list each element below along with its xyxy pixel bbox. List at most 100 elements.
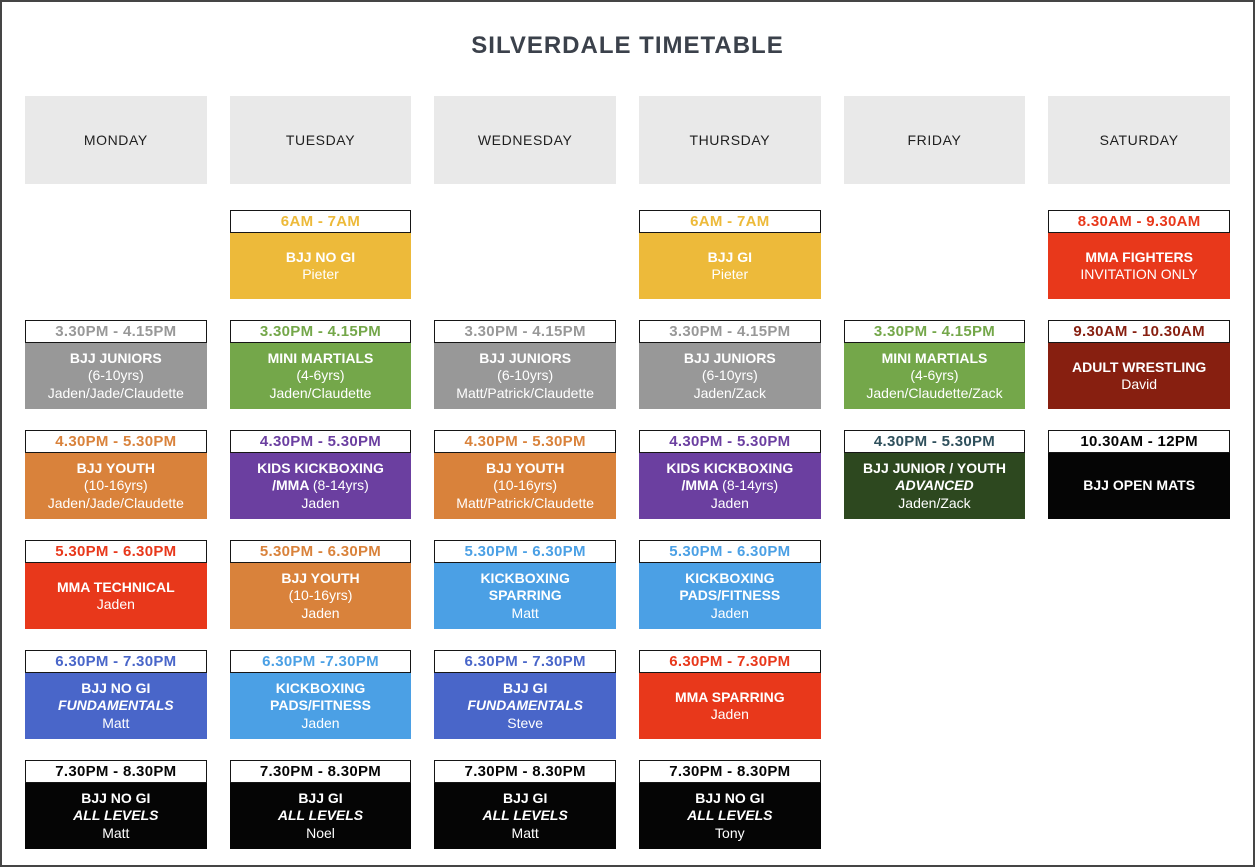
- day-header-friday: FRIDAY: [843, 96, 1026, 184]
- class-slot: 3.30PM - 4.15PM BJJ JUNIORS (6-10yrs) Jaden…: [639, 320, 821, 409]
- class-body: MINI MARTIALS (4-6yrs) Jaden/Claudette/Zac…: [843, 343, 1026, 409]
- class-name-line: BJJ NO GI: [285, 248, 356, 265]
- class-text-line: (6-10yrs): [87, 367, 144, 384]
- class-name-line: KIDS KICKBOXING: [666, 459, 794, 476]
- class-name-line: PADS/FITNESS: [679, 587, 781, 604]
- day-header-wednesday: WEDNESDAY: [434, 96, 616, 184]
- empty-slot: [1048, 540, 1230, 629]
- class-body: ADULT WRESTLING David: [1048, 343, 1230, 409]
- class-time-label: 7.30PM - 8.30PM: [639, 760, 821, 783]
- class-time-label: 9.30AM - 10.30AM: [1048, 320, 1230, 343]
- class-text-segment: (8-14yrs): [312, 477, 369, 494]
- class-text-line: Jaden/Claudette/Zack: [866, 384, 1003, 401]
- class-time-label: 3.30PM - 4.15PM: [25, 320, 207, 343]
- class-slot: 7.30PM - 8.30PM BJJ GI ALL LEVELS Matt: [434, 760, 616, 849]
- class-text-line: Jaden/Jade/Claudette: [47, 384, 184, 401]
- class-name-line: SPARRING: [488, 587, 562, 604]
- class-time-label: 3.30PM - 4.15PM: [434, 320, 616, 343]
- class-text-line: Matt: [102, 824, 130, 841]
- class-time-label: 6.30PM - 7.30PM: [25, 650, 207, 673]
- class-time-label: 6AM - 7AM: [639, 210, 821, 233]
- class-slot: 7.30PM - 8.30PM BJJ NO GI ALL LEVELS Tony: [639, 760, 821, 849]
- class-slot: 3.30PM - 4.15PM MINI MARTIALS (4-6yrs) Jade…: [229, 320, 412, 409]
- class-name-line: BJJ GI: [298, 789, 343, 806]
- class-body: BJJ JUNIOR / YOUTH ADVANCED Jaden/Zack: [843, 453, 1026, 519]
- empty-slot: [25, 210, 207, 299]
- class-body: MMA SPARRING Jaden: [639, 673, 821, 739]
- class-name-line: KICKBOXING: [480, 569, 570, 586]
- class-block: 3.30PM - 4.15PM BJJ JUNIORS (6-10yrs) Jaden…: [639, 320, 821, 409]
- empty-slot: [844, 540, 1026, 629]
- class-time-label: 6.30PM - 7.30PM: [639, 650, 821, 673]
- class-name-line: BJJ NO GI: [81, 789, 151, 806]
- class-block: 6.30PM -7.30PM KICKBOXING PADS/FITNESS Jade…: [229, 650, 412, 739]
- class-time-label: 4.30PM - 5.30PM: [434, 430, 616, 453]
- class-block: 4.30PM - 5.30PM BJJ YOUTH (10-16yrs) Jaden/…: [25, 430, 207, 519]
- class-slot: 5.30PM - 6.30PM KICKBOXING PADS/FITNESS Jad…: [639, 540, 821, 629]
- class-time-label: 4.30PM - 5.30PM: [639, 430, 821, 453]
- class-level-line: FUNDAMENTALS: [467, 697, 583, 714]
- class-body: KICKBOXING SPARRING Matt: [434, 563, 616, 629]
- class-text-line: /MMA (8-14yrs): [272, 477, 369, 495]
- class-text-line: Matt: [511, 824, 539, 841]
- page-title: SILVERDALE TIMETABLE: [471, 32, 784, 59]
- class-block: 6.30PM - 7.30PM BJJ NO GI FUNDAMENTALS Matt: [25, 650, 207, 739]
- class-time-label: 8.30AM - 9.30AM: [1048, 210, 1230, 233]
- class-slot: 7.30PM - 8.30PM BJJ NO GI ALL LEVELS Matt: [25, 760, 207, 849]
- class-text-line: David: [1121, 376, 1158, 392]
- class-time-label: 7.30PM - 8.30PM: [229, 760, 412, 783]
- class-block: 5.30PM - 6.30PM MMA TECHNICAL Jaden: [25, 540, 207, 629]
- class-name-segment: /MMA: [272, 477, 313, 494]
- class-name-line: BJJ GI: [502, 789, 548, 806]
- class-text-line: (6-10yrs): [701, 367, 758, 384]
- class-name-line: MMA SPARRING: [674, 688, 785, 705]
- class-body: MMA FIGHTERS INVITATION ONLY: [1048, 233, 1230, 299]
- class-slot: 6.30PM - 7.30PM BJJ NO GI FUNDAMENTALS Matt: [25, 650, 207, 739]
- class-text-line: /MMA (8-14yrs): [681, 477, 778, 495]
- class-time-label: 3.30PM - 4.15PM: [639, 320, 821, 343]
- class-body: BJJ YOUTH (10-16yrs) Jaden/Jade/Claudette: [25, 453, 207, 519]
- class-slot: 4.30PM - 5.30PM BJJ JUNIOR / YOUTH ADVANCE…: [843, 430, 1026, 519]
- class-text-line: Jaden: [710, 494, 749, 511]
- class-text-line: Jaden/Zack: [693, 384, 767, 401]
- class-name-line: KIDS KICKBOXING: [257, 459, 384, 476]
- class-block: 4.30PM - 5.30PM KIDS KICKBOXING/MMA (8-14…: [229, 430, 412, 519]
- class-slot: 6AM - 7AM BJJ NO GI Pieter: [229, 210, 412, 299]
- class-block: 4.30PM - 5.30PM BJJ YOUTH (10-16yrs) Matt/P…: [434, 430, 616, 519]
- class-slot: 4.30PM - 5.30PM KIDS KICKBOXING/MMA (8-14…: [229, 430, 412, 519]
- class-block: 5.30PM - 6.30PM KICKBOXING PADS/FITNESS Jad…: [639, 540, 821, 629]
- schedule-row: 5.30PM - 6.30PM MMA TECHNICAL Jaden 5.30PM …: [2, 540, 1253, 629]
- class-slot: 5.30PM - 6.30PM BJJ YOUTH (10-16yrs) Jaden: [229, 540, 412, 629]
- class-time-label: 7.30PM - 8.30PM: [434, 760, 616, 783]
- class-block: 5.30PM - 6.30PM KICKBOXING SPARRING Matt: [434, 540, 616, 629]
- empty-slot: [1048, 650, 1230, 739]
- class-slot: 4.30PM - 5.30PM KIDS KICKBOXING/MMA (8-14…: [639, 430, 821, 519]
- class-text-line: Jaden: [301, 604, 340, 621]
- class-text-line: Jaden/Zack: [898, 494, 971, 511]
- class-time-label: 6.30PM - 7.30PM: [434, 650, 616, 673]
- class-body: KIDS KICKBOXING/MMA (8-14yrs) Jaden: [229, 453, 412, 519]
- class-text-line: Jaden/Claudette: [269, 384, 372, 401]
- class-name-line: BJJ JUNIORS: [683, 349, 776, 366]
- class-slot: 6.30PM - 7.30PM BJJ GI FUNDAMENTALS Steve: [434, 650, 616, 739]
- class-text-line: Matt/Patrick/Claudette: [456, 384, 595, 401]
- class-block: 5.30PM - 6.30PM BJJ YOUTH (10-16yrs) Jaden: [229, 540, 412, 629]
- class-level-line: ALL LEVELS: [482, 807, 568, 824]
- class-name-line: MINI MARTIALS: [267, 349, 374, 366]
- class-text-line: Pieter: [302, 266, 339, 282]
- class-name-line: MMA FIGHTERS: [1085, 248, 1193, 265]
- empty-slot: [844, 760, 1026, 849]
- class-body: BJJ GI FUNDAMENTALS Steve: [434, 673, 616, 739]
- class-block: 7.30PM - 8.30PM BJJ NO GI ALL LEVELS Tony: [639, 760, 821, 849]
- class-body: BJJ GI ALL LEVELS Matt: [434, 783, 616, 849]
- class-text-line: Jaden: [96, 596, 135, 612]
- class-body: BJJ YOUTH (10-16yrs) Jaden: [229, 563, 412, 629]
- schedule-grid: 6AM - 7AM BJJ NO GI Pieter 6AM - 7AM BJJ GI P…: [2, 210, 1253, 849]
- class-body: BJJ NO GI ALL LEVELS Matt: [25, 783, 207, 849]
- class-block: 7.30PM - 8.30PM BJJ GI ALL LEVELS Noel: [229, 760, 412, 849]
- class-time-label: 4.30PM - 5.30PM: [25, 430, 207, 453]
- schedule-row: 4.30PM - 5.30PM BJJ YOUTH (10-16yrs) Jaden/…: [2, 430, 1253, 519]
- class-block: 6.30PM - 7.30PM BJJ GI FUNDAMENTALS Steve: [434, 650, 616, 739]
- class-text-line: Jaden: [301, 714, 340, 731]
- class-body: BJJ GI ALL LEVELS Noel: [229, 783, 412, 849]
